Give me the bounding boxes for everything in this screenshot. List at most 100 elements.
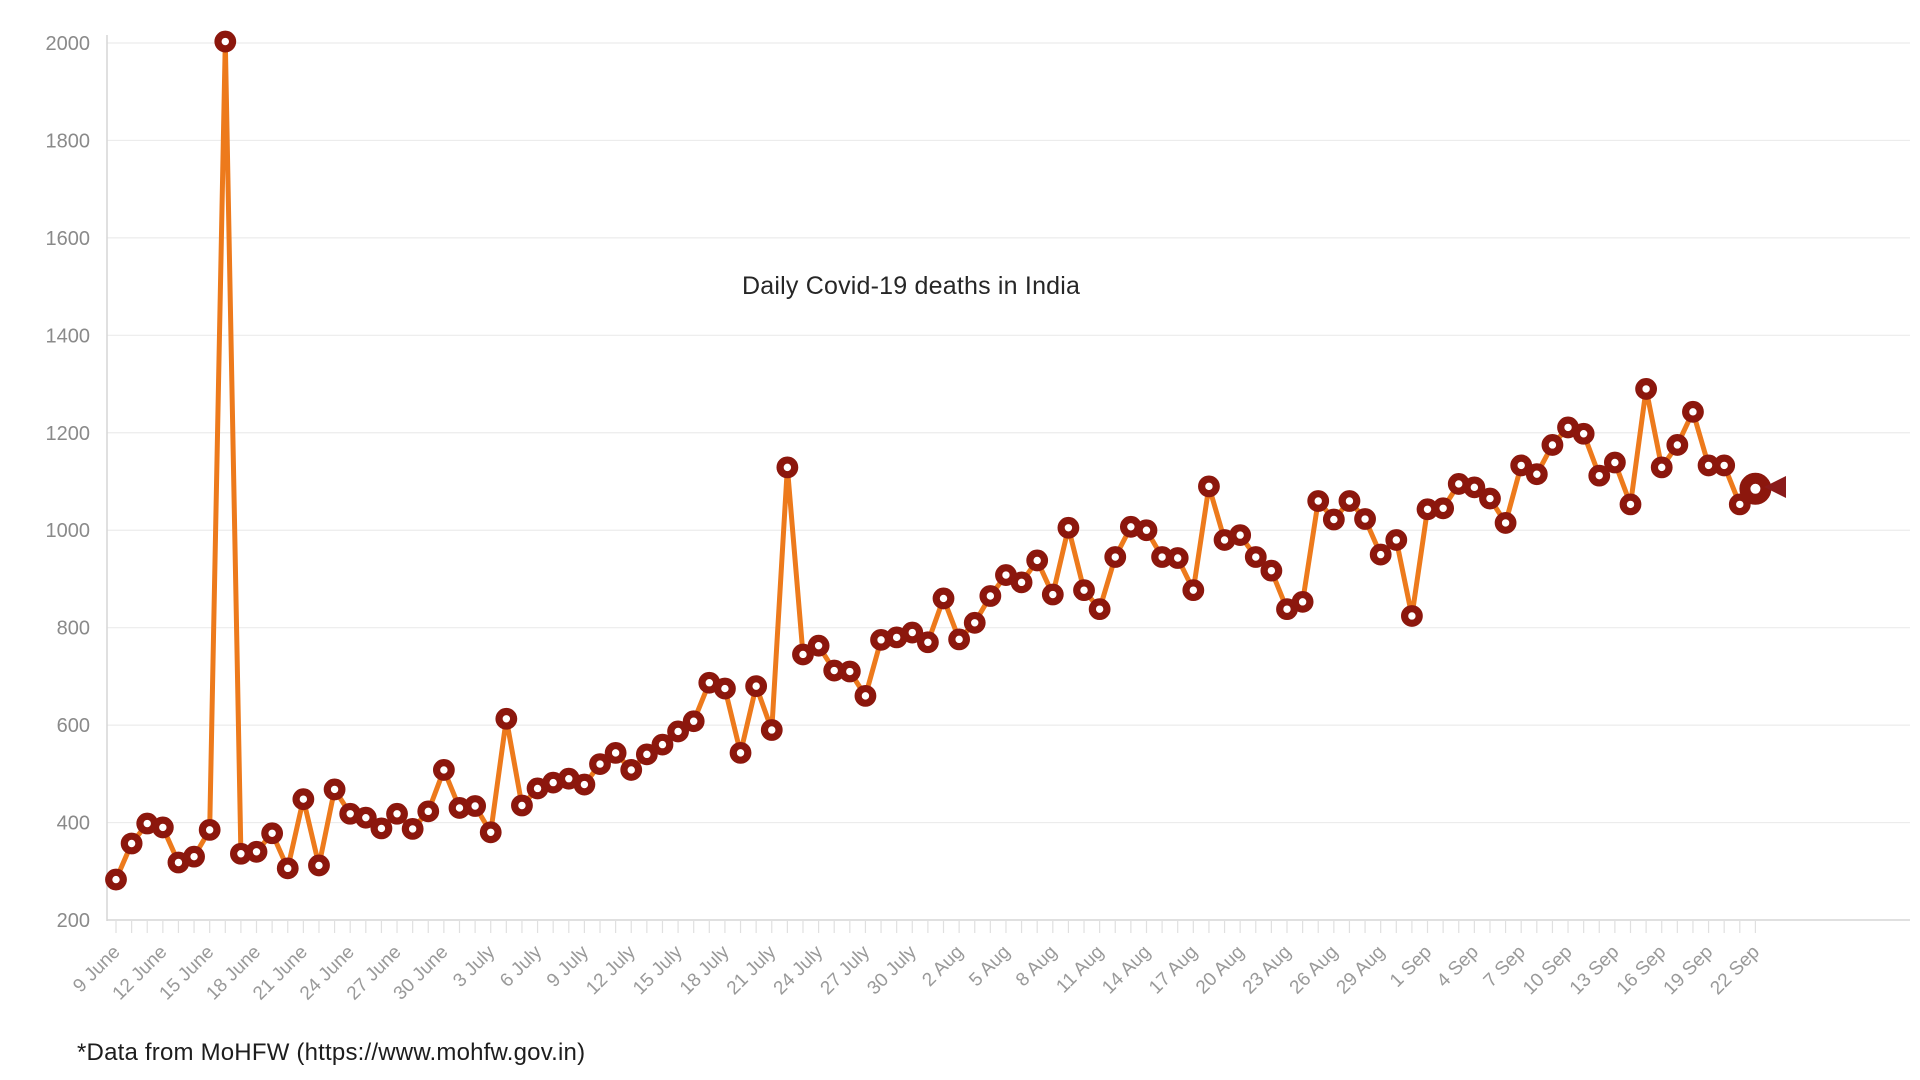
data-point[interactable] <box>511 794 533 817</box>
data-point[interactable] <box>1338 490 1361 512</box>
x-axis-tick-label: 13 Sep <box>1566 942 1623 999</box>
data-point[interactable] <box>604 741 627 764</box>
data-point[interactable] <box>963 611 986 634</box>
y-axis-tick-label: 1400 <box>46 325 91 347</box>
data-point[interactable] <box>1682 400 1704 423</box>
x-axis-tick-label: 6 July <box>496 941 546 991</box>
data-point[interactable] <box>1588 464 1611 487</box>
data-point[interactable] <box>292 788 315 811</box>
data-point[interactable] <box>245 840 268 863</box>
data-point-latest[interactable] <box>1739 472 1772 505</box>
data-point[interactable] <box>1229 524 1252 546</box>
data-point[interactable] <box>1198 475 1220 498</box>
data-point[interactable] <box>776 456 799 479</box>
data-point[interactable] <box>1619 493 1642 516</box>
data-point[interactable] <box>1369 543 1392 566</box>
data-point[interactable] <box>276 857 299 880</box>
data-point[interactable] <box>1541 434 1564 456</box>
data-point[interactable] <box>1463 476 1486 499</box>
data-point[interactable] <box>198 818 221 841</box>
data-point[interactable] <box>792 643 814 666</box>
data-point[interactable] <box>760 719 783 741</box>
data-point[interactable] <box>932 587 955 610</box>
data-point[interactable] <box>1603 451 1626 474</box>
data-point[interactable] <box>1510 454 1533 477</box>
data-point[interactable] <box>854 684 877 707</box>
data-point[interactable] <box>1635 378 1658 400</box>
y-axis-tick-label: 1000 <box>46 520 91 542</box>
data-point[interactable] <box>745 675 768 698</box>
data-point[interactable] <box>1057 516 1080 539</box>
data-point[interactable] <box>1260 559 1283 582</box>
data-point[interactable] <box>682 710 705 733</box>
data-point[interactable] <box>1026 549 1049 572</box>
data-point[interactable] <box>651 733 674 756</box>
data-point[interactable] <box>1650 456 1673 479</box>
data-point[interactable] <box>995 564 1017 586</box>
data-point[interactable] <box>1401 605 1423 627</box>
data-point[interactable] <box>354 806 377 829</box>
data-point[interactable] <box>417 800 440 823</box>
data-point[interactable] <box>729 741 752 764</box>
legend-color-swatch <box>682 263 729 310</box>
data-point[interactable] <box>495 707 518 730</box>
x-axis-tick-label: 4 Sep <box>1433 942 1483 992</box>
data-point[interactable] <box>1182 579 1205 602</box>
data-point[interactable] <box>323 778 346 801</box>
data-point[interactable] <box>386 802 408 825</box>
data-point[interactable] <box>1385 529 1408 551</box>
x-axis-tick-label: 2 Aug <box>918 942 967 991</box>
data-point[interactable] <box>1041 583 1064 606</box>
x-axis-tick-label: 18 July <box>676 941 734 999</box>
data-point[interactable] <box>1307 490 1330 512</box>
data-point[interactable] <box>1104 546 1127 568</box>
data-point[interactable] <box>214 30 237 53</box>
data-point[interactable] <box>620 759 643 781</box>
data-point[interactable] <box>1276 598 1298 621</box>
data-point[interactable] <box>1291 590 1314 613</box>
data-point[interactable] <box>1494 512 1517 534</box>
data-point[interactable] <box>979 585 1002 607</box>
data-point[interactable] <box>1244 546 1267 568</box>
data-point[interactable] <box>401 817 424 840</box>
data-point[interactable] <box>948 628 971 651</box>
data-point[interactable] <box>1135 519 1158 542</box>
data-point[interactable] <box>432 759 455 781</box>
data-point[interactable] <box>308 854 330 877</box>
x-axis-tick-label: 3 July <box>449 941 499 991</box>
y-axis-tick-label: 1200 <box>46 423 91 445</box>
data-point[interactable] <box>370 817 393 840</box>
data-point[interactable] <box>479 821 502 844</box>
data-point[interactable] <box>1479 487 1501 510</box>
data-point[interactable] <box>183 845 205 868</box>
data-point[interactable] <box>901 621 924 644</box>
data-point[interactable] <box>635 743 658 766</box>
data-point[interactable] <box>1713 454 1736 477</box>
data-point[interactable] <box>1322 508 1345 531</box>
data-point[interactable] <box>120 832 143 855</box>
data-point[interactable] <box>1572 422 1595 445</box>
data-point[interactable] <box>464 795 487 817</box>
x-axis-tick-label: 15 July <box>629 941 687 999</box>
x-axis-tick-label: 11 Aug <box>1052 942 1108 998</box>
data-point[interactable] <box>1088 598 1111 621</box>
data-point[interactable] <box>1073 579 1095 602</box>
data-point[interactable] <box>573 773 596 796</box>
data-point[interactable] <box>807 634 830 657</box>
data-point[interactable] <box>1666 434 1689 456</box>
data-point[interactable] <box>838 660 861 683</box>
data-point[interactable] <box>916 631 939 654</box>
data-point[interactable] <box>589 753 611 775</box>
data-point[interactable] <box>151 816 174 839</box>
data-point[interactable] <box>105 868 127 891</box>
data-point[interactable] <box>261 822 284 845</box>
data-point[interactable] <box>1525 463 1548 486</box>
data-point[interactable] <box>1010 571 1033 594</box>
data-point[interactable] <box>1354 508 1376 530</box>
x-axis-tick-label: 5 Aug <box>965 942 1014 991</box>
data-point[interactable] <box>1432 497 1455 520</box>
data-point[interactable] <box>1728 493 1751 516</box>
data-point[interactable] <box>1166 547 1189 569</box>
data-point[interactable] <box>714 677 736 700</box>
data-point[interactable] <box>667 720 689 743</box>
